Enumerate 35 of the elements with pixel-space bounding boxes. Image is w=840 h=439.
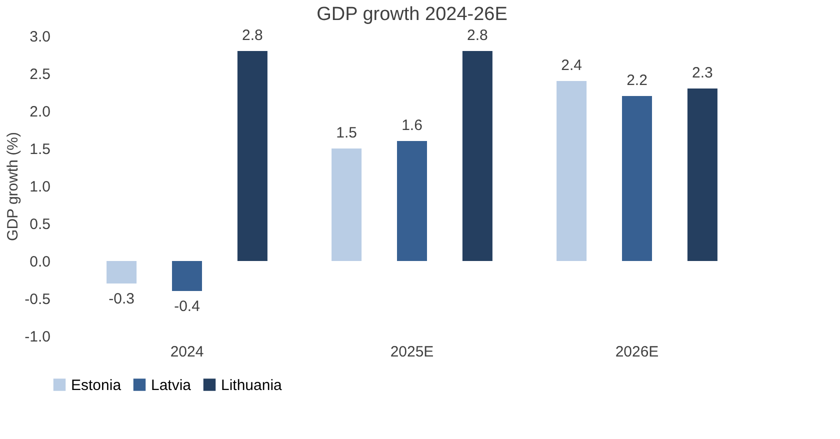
data-label: 2.3: [692, 64, 713, 82]
y-tick-label: 0.5: [30, 216, 50, 233]
y-tick-label: -0.5: [24, 291, 50, 308]
bar: [332, 148, 362, 261]
y-tick-label: 2.0: [30, 104, 50, 120]
x-tick-label: 2024: [170, 344, 204, 360]
y-tick-label: 0.0: [30, 254, 50, 270]
chart-title: GDP growth 2024-26E: [316, 4, 508, 25]
y-tick-label: 1.5: [30, 141, 50, 158]
y-tick-label: 1.0: [30, 178, 50, 196]
y-tick-label: 2.5: [30, 66, 50, 83]
data-label: 2.4: [561, 57, 582, 74]
bar: [397, 141, 427, 261]
bar: [687, 88, 718, 261]
bar: [237, 51, 268, 261]
legend-label: Lithuania: [221, 376, 283, 394]
bar: [172, 261, 202, 291]
data-label: 1.6: [402, 117, 422, 134]
bar: [106, 261, 137, 284]
y-tick-label: 3.0: [30, 28, 50, 46]
legend-label: Latvia: [151, 376, 192, 394]
x-tick-label: 2025E: [390, 344, 434, 360]
data-label: 2.2: [626, 72, 648, 89]
y-axis-title: GDP growth (%): [4, 132, 22, 241]
data-label: 2.8: [242, 27, 263, 44]
data-label: -0.4: [174, 298, 200, 315]
bar: [622, 96, 652, 261]
data-label: -0.3: [108, 290, 134, 308]
bar: [462, 51, 492, 261]
legend-label: Estonia: [71, 376, 122, 394]
bar: [556, 81, 587, 261]
data-label: 2.8: [467, 27, 488, 44]
x-tick-label: 2026E: [615, 344, 659, 360]
y-tick-label: -1.0: [24, 328, 50, 346]
data-label: 1.5: [336, 124, 357, 142]
